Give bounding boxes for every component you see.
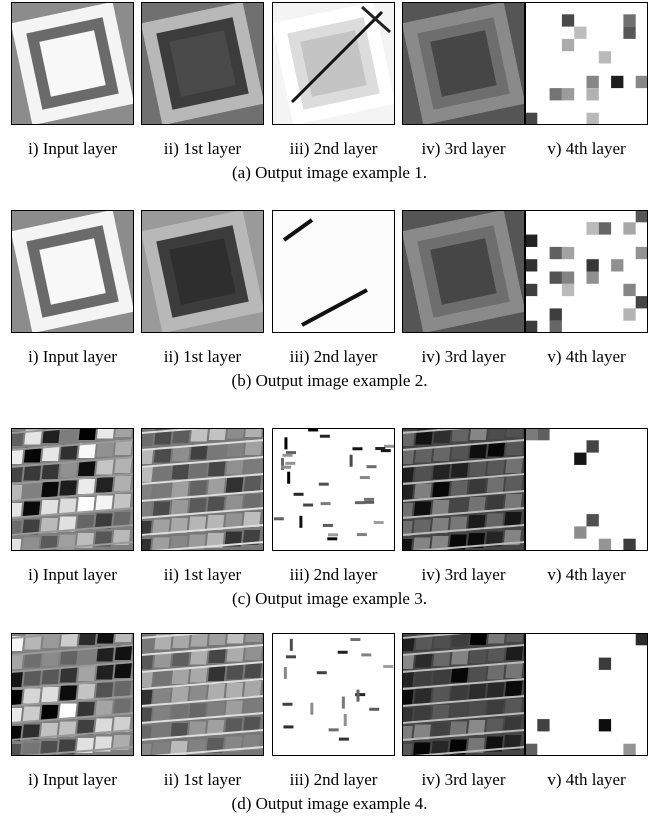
figure-caption: (a) Output image example 1.: [0, 163, 659, 183]
panel-label: ii) 1st layer: [133, 770, 273, 790]
panel-label: iv) 3rd layer: [394, 347, 534, 367]
panel-label: iv) 3rd layer: [394, 139, 534, 159]
panel-label: iii) 2nd layer: [264, 347, 404, 367]
layer-image: [402, 633, 525, 756]
layer-image: [525, 428, 648, 551]
panel-label: iii) 2nd layer: [264, 770, 404, 790]
figure-caption: (b) Output image example 2.: [0, 371, 659, 391]
panel-label: v) 4th layer: [517, 770, 657, 790]
panel-label: iii) 2nd layer: [264, 139, 404, 159]
panel-label: v) 4th layer: [517, 347, 657, 367]
panel-label: i) Input layer: [3, 770, 143, 790]
layer-image: [141, 428, 264, 551]
layer-image: [525, 2, 648, 125]
layer-image: [272, 2, 395, 125]
layer-image: [11, 428, 134, 551]
layer-image: [11, 2, 134, 125]
layer-image: [272, 428, 395, 551]
panel-label: iv) 3rd layer: [394, 565, 534, 585]
layer-image: [402, 428, 525, 551]
figure-page: i) Input layerii) 1st layeriii) 2nd laye…: [0, 0, 659, 828]
layer-image: [402, 210, 525, 333]
layer-image: [141, 210, 264, 333]
layer-image: [11, 633, 134, 756]
layer-image: [525, 633, 648, 756]
layer-image: [272, 633, 395, 756]
panel-label: ii) 1st layer: [133, 565, 273, 585]
layer-image: [141, 633, 264, 756]
panel-label: i) Input layer: [3, 565, 143, 585]
panel-label: ii) 1st layer: [133, 139, 273, 159]
layer-image: [141, 2, 264, 125]
layer-image: [272, 210, 395, 333]
panel-label: ii) 1st layer: [133, 347, 273, 367]
figure-caption: (c) Output image example 3.: [0, 589, 659, 609]
panel-label: v) 4th layer: [517, 139, 657, 159]
panel-label: v) 4th layer: [517, 565, 657, 585]
panel-label: i) Input layer: [3, 347, 143, 367]
figure-caption: (d) Output image example 4.: [0, 794, 659, 814]
layer-image: [11, 210, 134, 333]
layer-image: [525, 210, 648, 333]
panel-label: i) Input layer: [3, 139, 143, 159]
panel-label: iv) 3rd layer: [394, 770, 534, 790]
layer-image: [402, 2, 525, 125]
panel-label: iii) 2nd layer: [264, 565, 404, 585]
